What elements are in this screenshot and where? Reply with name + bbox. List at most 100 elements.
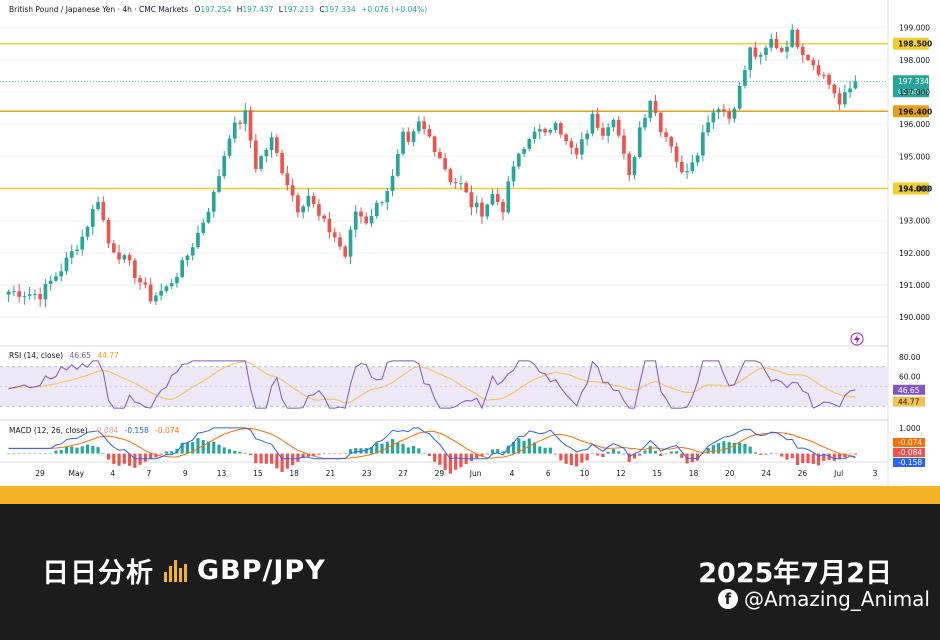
time-tick-label: 7 (147, 469, 152, 478)
price-tick-label: 192.000 (899, 249, 930, 258)
candle-body (664, 132, 668, 138)
time-tick-label: 18 (289, 469, 299, 478)
rsi-label: RSI (14, close) (9, 351, 63, 360)
candle-body (33, 294, 37, 296)
candle-body (238, 122, 242, 124)
candle-body (606, 127, 611, 136)
macd-histogram-bar (254, 453, 258, 464)
time-tick-label: 26 (798, 469, 808, 478)
candle-body (785, 46, 789, 52)
macd-histogram-bar (28, 453, 32, 455)
macd-histogram-bar (638, 453, 642, 456)
candle-body (243, 110, 248, 124)
macd-histogram-bar (112, 453, 116, 464)
macd-histogram-bar (559, 453, 563, 461)
macd-legend: MACD (12, 26, close) -0.084 -0.158 -0.07… (9, 426, 180, 435)
candle-body (816, 65, 821, 75)
macd-histogram-bar (196, 438, 200, 454)
macd-histogram-bar (580, 453, 584, 463)
candle-body (343, 246, 348, 257)
time-tick-label: 29 (35, 469, 45, 478)
candle-body (532, 131, 537, 139)
macd-histogram-bar (643, 450, 647, 454)
candle-body (248, 110, 253, 141)
lightning-icon[interactable] (850, 332, 864, 346)
price-tick-label: 191.000 (899, 281, 930, 290)
candle-body (601, 127, 605, 136)
macd-histogram-bar (433, 453, 437, 462)
candle-body (96, 201, 100, 210)
candle-body (590, 113, 595, 134)
candle-body (658, 113, 663, 133)
candle-body (443, 158, 447, 170)
macd-histogram-bar (164, 451, 168, 454)
candle-body (837, 93, 842, 105)
candle-body (832, 84, 837, 94)
macd-histogram-bar (780, 453, 784, 457)
social-handle[interactable]: f @Amazing_Animal (717, 587, 930, 611)
time-tick-label: May (69, 469, 85, 478)
macd-histogram-bar (774, 453, 779, 455)
macd-histogram-bar (680, 453, 684, 458)
countdown-label: 01:53:06 (898, 88, 930, 96)
macd-histogram-bar (717, 443, 721, 454)
macd-histogram-bar (606, 451, 610, 454)
candle-body (122, 255, 127, 260)
candle-body (774, 38, 779, 48)
candle-body (448, 169, 453, 183)
level-tag (893, 105, 929, 118)
candle-body (69, 251, 74, 258)
macd-histogram-bar (354, 448, 358, 454)
candle-body (395, 153, 400, 176)
candle-body (290, 185, 295, 196)
time-axis: 29 May 4 7 9 13 15 18 21 23 27 29 Jun 4 6 10 12 15 18 20 24 2… (35, 469, 877, 478)
macd-signal-value: -0.074 (155, 426, 179, 435)
macd-histogram-bar (795, 453, 800, 465)
macd-histogram-bar (96, 447, 100, 454)
macd-value-tag-label: -0.084 (898, 448, 922, 457)
candle-body (743, 70, 747, 86)
macd-histogram-bar (327, 453, 332, 455)
macd-histogram-bar (149, 453, 153, 460)
macd-histogram-bar (64, 446, 69, 454)
candle-body (453, 182, 458, 184)
macd-histogram-bar (617, 451, 621, 454)
macd-histogram-bar (674, 451, 679, 454)
macd-histogram-bar (180, 442, 184, 454)
macd-histogram-bar (296, 453, 300, 462)
grid-layer (0, 27, 888, 318)
macd-histogram-bar (106, 453, 111, 460)
macd-histogram-bar (627, 453, 631, 462)
macd-histogram-bar (459, 453, 463, 468)
rsi-tick-label: 80.00 (899, 353, 921, 362)
price-chart[interactable]: 198.500 196.400 194.000 197.334 01:53:06 80.… (0, 0, 940, 486)
macd-histogram-bar (233, 450, 237, 454)
macd-histogram-bar (538, 446, 542, 454)
macd-histogram-bar (801, 453, 805, 464)
candle-body (48, 280, 53, 284)
candle-body (85, 226, 90, 237)
candle-body (821, 74, 826, 76)
macd-histogram-bar (12, 453, 16, 455)
macd-histogram-bar (585, 453, 589, 461)
candle-body (296, 195, 300, 213)
candle-body (401, 131, 405, 154)
candle-body (569, 141, 574, 148)
candle-body (27, 294, 32, 296)
candle-body (269, 137, 274, 150)
macd-histogram-bar (790, 453, 794, 459)
candle-body (12, 291, 16, 293)
price-tick-label: 195.000 (899, 152, 930, 161)
price-tick-label: 193.000 (899, 217, 930, 226)
macd-histogram-bar (238, 452, 242, 454)
macd-histogram-bar (317, 453, 321, 455)
macd-histogram-bar (17, 453, 21, 455)
candle-body (627, 153, 632, 175)
macd-histogram-bar (369, 447, 374, 454)
rsi-value-tag (893, 384, 925, 395)
candle-body (285, 173, 290, 186)
macd-histogram-bar (506, 445, 510, 454)
candle-body (206, 211, 211, 223)
macd-histogram-bar (159, 453, 163, 455)
candle-body (385, 191, 390, 203)
